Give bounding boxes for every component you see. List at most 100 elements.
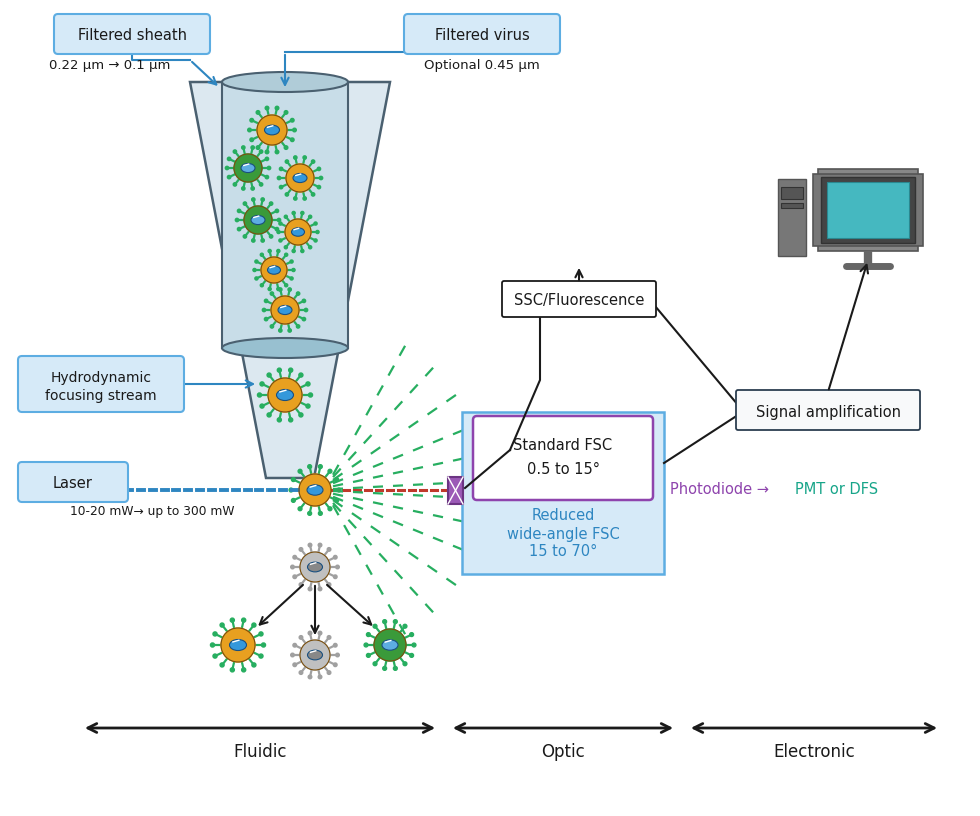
Circle shape [260, 382, 264, 386]
Circle shape [276, 287, 280, 290]
Circle shape [220, 663, 224, 667]
Ellipse shape [222, 72, 348, 92]
Text: PMT or DFS: PMT or DFS [795, 482, 878, 498]
Circle shape [288, 329, 291, 332]
Circle shape [318, 632, 321, 635]
Circle shape [266, 175, 269, 179]
Bar [462, 412, 664, 574]
Ellipse shape [251, 215, 265, 224]
Text: Hydrodynamic: Hydrodynamic [51, 371, 152, 385]
Circle shape [327, 671, 331, 674]
Circle shape [265, 317, 268, 321]
Circle shape [277, 418, 281, 422]
Circle shape [318, 185, 320, 188]
Circle shape [261, 253, 264, 256]
Circle shape [275, 106, 278, 110]
Circle shape [327, 548, 331, 552]
Circle shape [309, 215, 312, 219]
Ellipse shape [293, 174, 307, 183]
Circle shape [293, 644, 297, 647]
Ellipse shape [265, 125, 279, 135]
Circle shape [305, 308, 308, 312]
Circle shape [294, 197, 297, 200]
Circle shape [268, 413, 271, 417]
Bar [222, 82, 348, 348]
Circle shape [230, 618, 234, 622]
Bar [781, 203, 803, 208]
Circle shape [237, 209, 241, 213]
Circle shape [211, 643, 215, 647]
Circle shape [314, 239, 318, 242]
Circle shape [291, 499, 295, 503]
Circle shape [403, 624, 407, 628]
Circle shape [289, 368, 293, 372]
Text: SSC/Fluorescence: SSC/Fluorescence [514, 292, 644, 308]
Circle shape [233, 150, 236, 153]
Text: wide-angle FSC: wide-angle FSC [507, 526, 619, 542]
Circle shape [255, 277, 258, 280]
Circle shape [308, 588, 312, 591]
Circle shape [253, 268, 256, 272]
Circle shape [299, 548, 303, 552]
Circle shape [292, 250, 295, 253]
Bar [778, 179, 806, 256]
Circle shape [269, 250, 271, 252]
Circle shape [291, 565, 294, 569]
Circle shape [266, 106, 269, 110]
Circle shape [284, 253, 288, 256]
Circle shape [242, 187, 245, 190]
Circle shape [263, 308, 266, 312]
Bar [821, 177, 915, 243]
Circle shape [279, 185, 283, 188]
Circle shape [333, 644, 337, 647]
Circle shape [277, 219, 280, 222]
Circle shape [284, 246, 287, 249]
Circle shape [284, 111, 288, 114]
Circle shape [337, 488, 341, 492]
Bar [813, 174, 923, 246]
Circle shape [336, 653, 339, 657]
Circle shape [292, 211, 295, 215]
Text: Reduced: Reduced [531, 508, 595, 524]
Circle shape [333, 556, 337, 559]
Circle shape [244, 206, 272, 234]
Circle shape [328, 469, 332, 473]
Circle shape [299, 373, 303, 377]
Circle shape [230, 667, 234, 672]
Circle shape [275, 228, 278, 231]
Circle shape [308, 512, 312, 516]
Circle shape [299, 583, 303, 587]
Circle shape [259, 632, 263, 636]
Circle shape [383, 667, 386, 670]
Circle shape [291, 653, 294, 657]
Circle shape [296, 292, 300, 295]
Circle shape [284, 146, 288, 149]
Circle shape [308, 464, 312, 468]
Circle shape [410, 632, 414, 636]
Circle shape [235, 219, 239, 222]
FancyBboxPatch shape [18, 462, 128, 502]
Circle shape [266, 157, 269, 161]
Circle shape [261, 197, 265, 202]
Circle shape [259, 654, 263, 659]
Text: Photodiode →: Photodiode → [670, 482, 769, 498]
Circle shape [284, 284, 288, 286]
Circle shape [285, 160, 288, 163]
Circle shape [268, 373, 271, 377]
Ellipse shape [308, 650, 322, 660]
Circle shape [291, 477, 295, 481]
Circle shape [270, 325, 273, 328]
Circle shape [237, 228, 241, 231]
FancyBboxPatch shape [18, 356, 184, 412]
Ellipse shape [229, 640, 247, 650]
FancyBboxPatch shape [736, 390, 920, 430]
Circle shape [286, 164, 314, 192]
Text: focusing stream: focusing stream [45, 389, 157, 403]
Circle shape [248, 128, 251, 132]
Circle shape [373, 662, 377, 666]
Circle shape [261, 257, 287, 283]
Circle shape [312, 160, 315, 163]
Circle shape [260, 150, 263, 153]
Circle shape [300, 552, 330, 582]
Circle shape [290, 118, 294, 122]
